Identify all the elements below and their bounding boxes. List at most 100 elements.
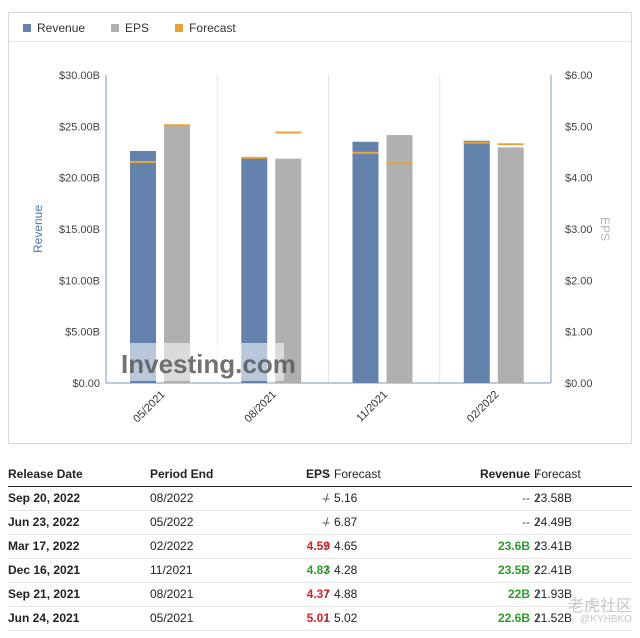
watermark-backdrop [119,343,284,381]
right-tick-label: $4.00 [565,173,593,185]
revenue-forecast-cell: 21.93B [534,587,573,601]
legend-item-revenue[interactable]: Revenue [23,21,85,35]
table-row[interactable]: Dec 16, 2021 11/2021 4.83/4.28 23.5B/22.41B [8,559,632,583]
release-date-cell: Jun 24, 2021 [8,611,80,625]
table-body: Sep 20, 2022 08/2022 --/5.16 --/23.58B Jun 2… [8,487,632,631]
eps-swatch [111,24,120,32]
right-axis-title: EPS [598,217,612,241]
table-row[interactable]: Jun 23, 2022 05/2022 --/6.87 --/24.49B [8,511,632,535]
revenue-forecast-cell: 22.41B [534,563,573,577]
legend-divider [9,41,631,42]
revenue-separator: / [536,611,540,625]
left-axis-title: Revenue [31,205,45,253]
period-end-cell: 08/2022 [150,491,194,505]
watermark-text: 老虎社区 [567,598,632,615]
right-tick-label: $0.00 [565,378,593,390]
table-header: Release Date Period End EPS / Forecast R… [8,462,632,487]
eps-actual-cell: -- [322,491,330,505]
x-tick-label: 02/2022 [465,389,502,426]
release-date-cell: Sep 21, 2021 [8,587,81,601]
header-eps-separator: / [325,467,329,481]
revenue-forecast-cell: 23.58B [534,491,573,505]
revenue-forecast-cell: 21.52B [534,611,573,625]
header-revenue-separator: / [536,467,540,481]
right-tick-label: $6.00 [565,70,593,82]
eps-forecast-cell: 5.16 [334,491,358,505]
revenue-forecast-cell: 24.49B [534,515,573,529]
eps-separator: / [325,611,329,625]
revenue-actual-cell: 22.6B [497,611,530,625]
period-end-cell: 05/2021 [150,611,194,625]
eps-separator: / [325,491,329,505]
left-tick-label: $20.00B [59,173,100,185]
eps-separator: / [325,539,329,553]
release-date-cell: Dec 16, 2021 [8,563,81,577]
revenue-swatch [23,24,31,32]
table-row[interactable]: Mar 17, 2022 02/2022 4.59/4.65 23.6B/23.41B [8,535,632,559]
eps-forecast-cell: 5.02 [334,611,358,625]
revenue-separator: / [536,587,540,601]
revenue-actual-cell: -- [522,491,530,505]
left-tick-label: $15.00B [59,224,100,236]
revenue-separator: / [536,539,540,553]
legend-label-revenue: Revenue [37,21,86,35]
revenue-bar [352,141,379,383]
header-eps-forecast[interactable]: Forecast [334,467,381,481]
release-date-cell: Mar 17, 2022 [8,539,80,553]
forecast-swatch [175,24,184,32]
legend-item-forecast[interactable]: Forecast [175,21,236,35]
release-date-cell: Sep 20, 2022 [8,491,81,505]
x-tick-label: 11/2021 [354,389,390,425]
eps-bar [386,135,413,383]
period-end-cell: 11/2021 [150,563,193,577]
header-revenue-forecast[interactable]: Forecast [534,467,581,481]
left-tick-label: $30.00B [59,70,100,82]
eps-actual-cell: 4.59 [306,539,330,553]
period-end-cell: 08/2021 [150,587,194,601]
left-tick-label: $25.00B [59,121,100,133]
left-tick-label: $0.00 [72,378,100,390]
header-eps[interactable]: EPS [305,467,330,481]
header-period-end[interactable]: Period End [150,467,214,481]
revenue-actual-cell: 23.6B [497,539,530,553]
earnings-chart-panel: Revenue EPS Forecast $0.00 $5.00B $10.00B $… [8,12,632,444]
revenue-actual-cell: -- [522,515,530,529]
release-date-cell: Jun 23, 2022 [8,515,80,529]
eps-bar [497,147,524,383]
revenue-actual-cell: 23.5B [497,563,530,577]
legend-label-forecast: Forecast [189,21,236,35]
table-row[interactable]: Sep 20, 2022 08/2022 --/5.16 --/23.58B [8,487,632,511]
table-row[interactable]: Sep 21, 2021 08/2021 4.37/4.88 22B/21.93B [8,583,632,607]
chart-legend: Revenue EPS Forecast [23,20,262,36]
eps-forecast-cell: 4.65 [334,539,358,553]
earnings-chart: $0.00 $5.00B $10.00B $15.00B $20.00B $25.00B $… [31,70,612,426]
eps-forecast-cell: 4.88 [334,587,358,601]
eps-actual-cell: 4.37 [306,587,330,601]
right-tick-label: $5.00 [565,121,593,133]
eps-forecast-cell: 4.28 [334,563,358,577]
eps-actual-cell: 5.01 [306,611,330,625]
eps-bar [164,125,190,383]
revenue-separator: / [536,491,540,505]
revenue-bar [463,140,490,383]
eps-actual-cell: 4.83 [306,563,330,577]
right-tick-label: $2.00 [565,275,593,287]
x-tick-label: 08/2021 [242,389,279,426]
eps-forecast-cell: 6.87 [334,515,358,529]
table-row[interactable]: Jun 24, 2021 05/2021 5.01/5.02 22.6B/21.52B [8,607,632,631]
eps-separator: / [325,587,329,601]
period-end-cell: 02/2022 [150,539,194,553]
left-tick-label: $10.00B [59,275,100,287]
header-release-date[interactable]: Release Date [8,467,83,481]
eps-separator: / [325,515,329,529]
header-revenue[interactable]: Revenue [479,467,530,481]
right-tick-label: $3.00 [565,224,593,236]
revenue-forecast-cell: 23.41B [534,539,573,553]
investing-watermark: Investing.com [121,349,296,379]
right-tick-label: $1.00 [565,327,593,339]
period-end-cell: 05/2022 [150,515,194,529]
left-tick-label: $5.00B [65,327,100,339]
revenue-separator: / [536,515,540,529]
legend-item-eps[interactable]: EPS [111,21,149,35]
eps-actual-cell: -- [322,515,330,529]
